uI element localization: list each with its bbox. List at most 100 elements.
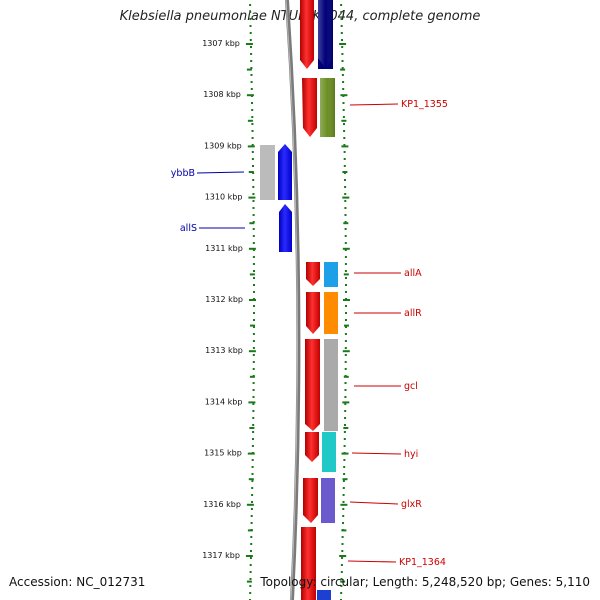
kbp-minor-tick	[341, 529, 347, 532]
kbp-tick-label: 1307 kbp	[202, 39, 240, 48]
scale-dot	[344, 340, 347, 342]
kbp-minor-tick	[249, 273, 255, 276]
scale-dot	[344, 200, 347, 202]
kbp-tick-mark	[245, 555, 253, 557]
scale-dot	[251, 494, 254, 496]
scale-dot	[342, 501, 345, 503]
scale-dot	[343, 151, 346, 153]
kbp-minor-tick	[249, 375, 255, 378]
scale-dot	[252, 347, 255, 349]
gene-label: glxR	[401, 499, 422, 510]
scale-dot	[252, 214, 255, 216]
scale-dot	[250, 550, 252, 552]
gene-label: KP1_1355	[401, 99, 448, 110]
scale-dot	[249, 39, 252, 41]
scale-dot	[250, 67, 253, 69]
scale-dot	[250, 53, 253, 55]
scale-dot	[344, 403, 347, 405]
kbp-tick-label: 1316 kbp	[203, 500, 241, 509]
kbp-tick-mark	[247, 452, 255, 455]
kbp-minor-tick	[249, 222, 255, 225]
kbp-tick-label: 1311 kbp	[205, 244, 243, 253]
scale-dot	[344, 179, 346, 181]
scale-dot	[344, 347, 347, 349]
kbp-tick-mark	[246, 503, 254, 506]
scale-dot	[252, 417, 255, 419]
kbp-tick-mark	[248, 401, 256, 404]
scale-dot	[344, 396, 347, 398]
scale-dot	[253, 277, 255, 279]
scale-dot	[343, 459, 346, 461]
scale-dot	[249, 564, 252, 566]
scale-dot	[251, 116, 254, 118]
scale-dot	[252, 424, 255, 426]
scale-dot	[251, 466, 254, 468]
scale-dot	[342, 480, 345, 482]
scale-dot	[252, 340, 255, 342]
kbp-minor-tick	[343, 222, 349, 225]
scale-dot	[250, 46, 252, 48]
kbp-tick-mark	[249, 299, 256, 301]
scale-dot	[252, 221, 255, 223]
scale-dot	[252, 354, 255, 356]
cog-box	[324, 339, 338, 431]
scale-dot	[249, 4, 252, 6]
scale-dot	[253, 312, 255, 314]
kbp-minor-tick	[249, 427, 255, 429]
scale-dot	[344, 382, 347, 384]
scale-dot	[251, 445, 254, 447]
scale-dot	[252, 249, 255, 251]
scale-dot	[249, 25, 252, 27]
scale-dot	[342, 81, 345, 83]
gene-label: gcl	[404, 381, 418, 392]
cog-box	[324, 262, 338, 287]
scale-dot	[343, 473, 346, 475]
scale-dot	[253, 305, 255, 307]
cds-arrow	[306, 292, 320, 334]
scale-dot	[345, 326, 347, 328]
scale-dot	[342, 522, 344, 524]
cog-box	[260, 145, 275, 200]
kbp-tick-label: 1315 kbp	[204, 449, 242, 458]
scale-dot	[252, 361, 255, 363]
scale-dot	[251, 144, 254, 146]
kbp-tick-mark	[341, 452, 349, 455]
scale-dot	[251, 130, 254, 132]
cog-box	[321, 478, 335, 523]
scale-dot	[253, 319, 255, 321]
cds-arrow	[305, 339, 320, 431]
scale-dot	[251, 480, 254, 482]
kbp-minor-tick	[343, 375, 349, 378]
scale-dot	[344, 389, 347, 391]
label-leaders	[196, 103, 402, 563]
scale-dot	[343, 158, 346, 160]
kbp-minor-tick	[250, 324, 255, 327]
kbp-tick-mark	[246, 94, 254, 97]
scale-dot	[340, 564, 343, 566]
scale-dot	[342, 109, 345, 111]
cog-box	[317, 590, 331, 600]
scale-dot	[344, 228, 347, 230]
gene-label: hyi	[404, 449, 418, 460]
cds-arrow	[300, 0, 314, 69]
kbp-minor-tick	[340, 68, 346, 71]
scale-dot	[252, 228, 255, 230]
cds-arrow	[302, 78, 317, 137]
kbp-tick-mark	[342, 196, 350, 199]
gene-label: allA	[404, 268, 422, 279]
scale-dot	[344, 354, 347, 356]
scale-dot	[345, 284, 347, 286]
kbp-tick-label: 1312 kbp	[205, 295, 243, 304]
scale-dot	[342, 88, 345, 90]
gene-label: ybbB	[171, 168, 195, 179]
scale-dot	[252, 263, 255, 265]
kbp-minor-tick	[247, 529, 253, 532]
kbp-minor-tick	[341, 119, 347, 122]
gene-labels: KP1_1355 allA allR gcl hyi glxR KP1_1364…	[171, 99, 448, 568]
scale-dot	[342, 487, 345, 489]
scale-dot	[249, 592, 252, 594]
scale-dot	[252, 200, 255, 202]
kbp-tick-label: 1308 kbp	[203, 90, 241, 99]
scale-dot	[345, 319, 347, 321]
kbp-minor-tick	[248, 478, 254, 481]
